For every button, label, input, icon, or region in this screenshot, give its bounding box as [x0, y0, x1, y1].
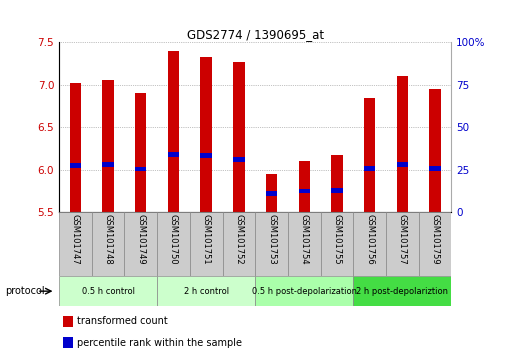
- Bar: [364, 98, 376, 212]
- Bar: [331, 188, 343, 193]
- Bar: [353, 276, 451, 306]
- Bar: [157, 276, 255, 306]
- Bar: [288, 212, 321, 276]
- Text: transformed count: transformed count: [76, 316, 167, 326]
- Text: GSM101759: GSM101759: [430, 214, 440, 265]
- Bar: [63, 316, 73, 327]
- Text: GSM101756: GSM101756: [365, 214, 374, 265]
- Text: 2 h control: 2 h control: [184, 287, 229, 296]
- Bar: [70, 83, 81, 212]
- Bar: [201, 57, 212, 212]
- Bar: [233, 158, 245, 162]
- Bar: [321, 212, 353, 276]
- Text: GSM101752: GSM101752: [234, 214, 243, 265]
- Text: GSM101755: GSM101755: [332, 214, 342, 265]
- Text: GSM101750: GSM101750: [169, 214, 178, 265]
- Bar: [299, 189, 310, 194]
- Text: GSM101747: GSM101747: [71, 214, 80, 265]
- Bar: [135, 93, 147, 212]
- Bar: [92, 212, 125, 276]
- Text: 2 h post-depolariztion: 2 h post-depolariztion: [357, 287, 448, 296]
- Text: GSM101751: GSM101751: [202, 214, 211, 265]
- Bar: [353, 212, 386, 276]
- Text: 0.5 h post-depolarization: 0.5 h post-depolarization: [252, 287, 357, 296]
- Bar: [419, 212, 451, 276]
- Bar: [63, 337, 73, 348]
- Text: GSM101749: GSM101749: [136, 214, 145, 265]
- Bar: [266, 192, 278, 196]
- Text: protocol: protocol: [5, 286, 45, 296]
- Bar: [255, 276, 353, 306]
- Bar: [201, 153, 212, 158]
- Bar: [397, 162, 408, 167]
- Bar: [102, 162, 114, 167]
- Text: GSM101754: GSM101754: [300, 214, 309, 265]
- Bar: [255, 212, 288, 276]
- Bar: [124, 212, 157, 276]
- Bar: [59, 276, 157, 306]
- Bar: [429, 166, 441, 171]
- Bar: [299, 161, 310, 212]
- Text: 0.5 h control: 0.5 h control: [82, 287, 134, 296]
- Bar: [397, 76, 408, 212]
- Bar: [223, 212, 255, 276]
- Bar: [233, 62, 245, 212]
- Bar: [102, 80, 114, 212]
- Bar: [135, 167, 147, 171]
- Bar: [157, 212, 190, 276]
- Bar: [70, 163, 81, 168]
- Bar: [266, 174, 278, 212]
- Text: GSM101753: GSM101753: [267, 214, 276, 265]
- Text: percentile rank within the sample: percentile rank within the sample: [76, 338, 242, 348]
- Bar: [190, 212, 223, 276]
- Bar: [429, 89, 441, 212]
- Text: GSM101748: GSM101748: [104, 214, 112, 265]
- Bar: [168, 51, 179, 212]
- Bar: [331, 155, 343, 212]
- Bar: [59, 212, 92, 276]
- Text: GSM101757: GSM101757: [398, 214, 407, 265]
- Bar: [386, 212, 419, 276]
- Bar: [168, 152, 179, 157]
- Bar: [364, 166, 376, 171]
- Title: GDS2774 / 1390695_at: GDS2774 / 1390695_at: [187, 28, 324, 41]
